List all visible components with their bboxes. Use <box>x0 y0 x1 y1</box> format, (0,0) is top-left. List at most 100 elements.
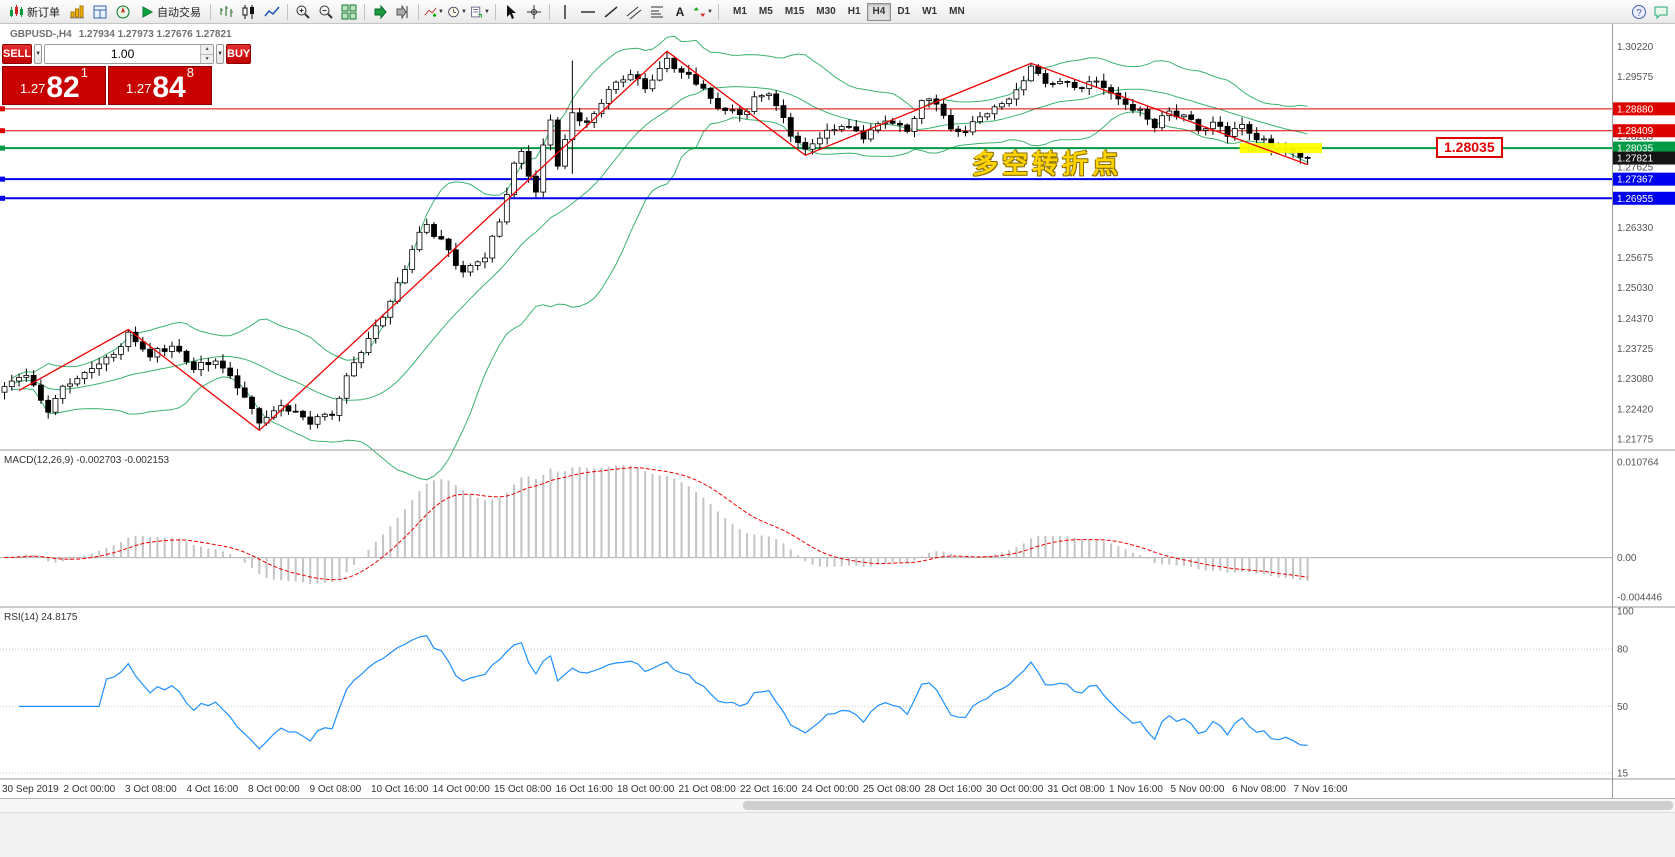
svg-text:31 Oct 08:00: 31 Oct 08:00 <box>1048 784 1106 795</box>
svg-text:25 Oct 08:00: 25 Oct 08:00 <box>863 784 921 795</box>
tile-windows-icon[interactable] <box>338 2 360 22</box>
svg-text:1.23080: 1.23080 <box>1617 374 1654 385</box>
svg-text:MACD(12,26,9) -0.002703 -0.002: MACD(12,26,9) -0.002703 -0.002153 <box>4 455 170 466</box>
sell-button[interactable]: SELL <box>2 44 33 64</box>
fibonacci-icon[interactable] <box>646 2 668 22</box>
svg-text:1.27367: 1.27367 <box>1617 175 1654 186</box>
navigator-icon[interactable] <box>112 2 134 22</box>
buy-price-big: 84 <box>152 70 186 104</box>
line-chart-icon[interactable] <box>261 2 283 22</box>
scrollbar-thumb[interactable] <box>743 801 1673 810</box>
zoom-out-icon[interactable] <box>315 2 337 22</box>
periods-icon[interactable]: ▼ <box>446 2 468 22</box>
caret-down-icon: ▼ <box>461 8 467 15</box>
toolbar-separator <box>418 3 419 20</box>
rsi-panel[interactable]: RSI(14) 24.8175 <box>0 612 1612 774</box>
toolbar: 新订单 自动交易 <box>0 0 1675 24</box>
svg-text:1.28880: 1.28880 <box>1617 104 1654 115</box>
svg-text:1.28035: 1.28035 <box>1617 144 1654 155</box>
chart-shift-icon[interactable] <box>392 2 414 22</box>
cursor-icon[interactable] <box>500 2 522 22</box>
tab-timeframe-m5[interactable]: M5 <box>758 5 773 17</box>
text-icon[interactable]: A <box>669 2 691 22</box>
panel-separators[interactable] <box>0 24 1675 798</box>
svg-text:6 Nov 08:00: 6 Nov 08:00 <box>1232 784 1286 795</box>
price-callout-label: 1.28035 <box>1436 137 1503 158</box>
chart-window: MACD(12,26,9) -0.002703 -0.002153 RSI(14)… <box>0 24 1675 798</box>
svg-text:18 Oct 00:00: 18 Oct 00:00 <box>617 784 675 795</box>
svg-text:16 Oct 16:00: 16 Oct 16:00 <box>556 784 614 795</box>
svg-text:10 Oct 16:00: 10 Oct 16:00 <box>371 784 429 795</box>
svg-text:30 Oct 00:00: 30 Oct 00:00 <box>986 784 1044 795</box>
svg-text:1.25675: 1.25675 <box>1617 253 1654 264</box>
svg-text:1.28285: 1.28285 <box>1617 132 1654 143</box>
tab-timeframe-mn[interactable]: MN <box>949 5 965 17</box>
volume-up-icon[interactable]: ▲ <box>201 45 214 55</box>
sell-price-display[interactable]: 1.27 82 1 <box>2 65 106 105</box>
svg-text:1.26330: 1.26330 <box>1617 223 1654 234</box>
caret-down-icon: ▼ <box>438 8 444 15</box>
volume-down-icon[interactable]: ▼ <box>201 54 214 63</box>
autotrade-button[interactable]: 自动交易 <box>135 2 206 22</box>
svg-text:30 Sep 2019: 30 Sep 2019 <box>2 784 59 795</box>
caret-down-icon: ▼ <box>484 8 490 15</box>
tab-timeframe-m30[interactable]: M30 <box>816 5 836 17</box>
svg-text:1.25030: 1.25030 <box>1617 283 1654 294</box>
tab-timeframe-d1[interactable]: D1 <box>897 5 911 17</box>
svg-text:9 Oct 08:00: 9 Oct 08:00 <box>310 784 362 795</box>
svg-text:14 Oct 00:00: 14 Oct 00:00 <box>433 784 491 795</box>
auto-scroll-icon[interactable] <box>369 2 391 22</box>
vertical-line-icon[interactable] <box>554 2 576 22</box>
buy-price-display[interactable]: 1.27 84 8 <box>108 65 212 105</box>
new-order-button[interactable]: 新订单 <box>3 2 65 22</box>
toolbar-separator <box>549 3 550 20</box>
svg-text:50: 50 <box>1617 702 1629 713</box>
macd-panel[interactable]: MACD(12,26,9) -0.002703 -0.002153 <box>0 455 1612 584</box>
horizontal-line-icon[interactable] <box>577 2 599 22</box>
buy-options-caret-icon[interactable]: ▼ <box>216 44 225 64</box>
candle-chart-icon[interactable] <box>238 2 260 22</box>
svg-text:5 Nov 00:00: 5 Nov 00:00 <box>1171 784 1225 795</box>
chat-icon[interactable] <box>1650 2 1672 22</box>
bottom-strip <box>0 798 1675 857</box>
time-axis[interactable]: 30 Sep 2019 2 Oct 00:00 3 Oct 08:00 4 Oct 1… <box>2 784 1348 795</box>
tab-timeframe-w1[interactable]: W1 <box>922 5 938 17</box>
crosshair-icon[interactable] <box>523 2 545 22</box>
buy-button[interactable]: BUY <box>226 44 252 64</box>
svg-text:15: 15 <box>1617 769 1629 780</box>
equidistant-channel-icon[interactable] <box>623 2 645 22</box>
svg-text:1.30220: 1.30220 <box>1617 42 1654 53</box>
svg-text:0.00: 0.00 <box>1617 553 1637 564</box>
one-click-trade-panel: SELL ▼ ▲ ▼ ▼ BUY 1.27 82 1 <box>2 44 252 105</box>
svg-text:RSI(14) 24.8175: RSI(14) 24.8175 <box>4 612 78 623</box>
svg-text:80: 80 <box>1617 645 1629 656</box>
svg-text:24 Oct 00:00: 24 Oct 00:00 <box>802 784 860 795</box>
trendline-icon[interactable] <box>600 2 622 22</box>
templates-icon[interactable]: ▼ <box>469 2 491 22</box>
chart-area[interactable]: MACD(12,26,9) -0.002703 -0.002153 RSI(14)… <box>0 24 1675 798</box>
tab-timeframe-h4[interactable]: H4 <box>866 2 892 21</box>
horizontal-scrollbar[interactable] <box>0 799 1675 813</box>
tab-timeframe-m1[interactable]: M1 <box>733 5 747 17</box>
svg-text:1.27821: 1.27821 <box>1617 154 1654 165</box>
sell-price-big: 82 <box>46 70 80 104</box>
arrows-icon[interactable]: ▼ <box>692 2 714 22</box>
price-axis[interactable]: 1.302201.295751.289301.282851.276251.269… <box>1613 42 1675 780</box>
help-icon[interactable]: ? <box>1628 2 1650 22</box>
highlight-band <box>1239 143 1322 154</box>
svg-text:22 Oct 16:00: 22 Oct 16:00 <box>740 784 798 795</box>
main-panel[interactable] <box>0 35 1612 481</box>
svg-text:1.27625: 1.27625 <box>1617 163 1654 174</box>
volume-input[interactable] <box>45 45 201 63</box>
tab-timeframe-h1[interactable]: H1 <box>847 5 861 17</box>
tab-timeframe-m15[interactable]: M15 <box>784 5 805 17</box>
indicators-icon[interactable]: ▼ <box>423 2 445 22</box>
bar-chart-icon[interactable] <box>215 2 237 22</box>
sell-options-caret-icon[interactable]: ▼ <box>34 44 43 64</box>
timeframe-group: M1 M5 M15 M30 H1 H4 D1 W1 MN <box>727 2 971 21</box>
market-watch-icon[interactable] <box>66 2 88 22</box>
data-window-icon[interactable] <box>89 2 111 22</box>
svg-text:?: ? <box>1636 8 1642 19</box>
zoom-in-icon[interactable] <box>292 2 314 22</box>
trade-controls-row: SELL ▼ ▲ ▼ ▼ BUY <box>2 44 252 64</box>
